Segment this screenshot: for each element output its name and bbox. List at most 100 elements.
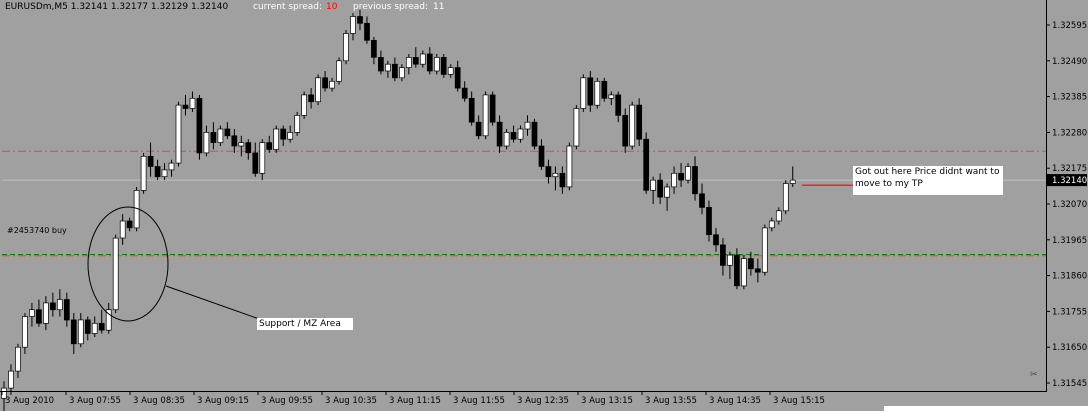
bear-candle: [182, 104, 189, 109]
time-tick-label: 3 Aug 11:15: [389, 396, 441, 406]
price-tick-label: 1.32070: [1052, 200, 1087, 210]
bull-candle: [447, 67, 454, 75]
bull-candle: [524, 121, 531, 130]
bull-candle: [140, 155, 147, 191]
bull-candle: [29, 309, 35, 317]
previous-spread-value: 11: [433, 2, 445, 12]
bear-candle: [510, 132, 517, 140]
bull-candle: [650, 179, 656, 191]
price-tick-label: 1.31860: [1052, 272, 1087, 282]
bear-candle: [615, 94, 622, 116]
bull-candle: [573, 108, 580, 147]
bear-candle: [475, 121, 482, 137]
bear-candle: [692, 166, 698, 195]
bull-candle: [685, 166, 691, 181]
time-tick-label: 3 Aug 09:15: [197, 396, 249, 406]
autoscroll-icon[interactable]: ✂: [1030, 370, 1038, 380]
price-tick-label: 1.32490: [1052, 57, 1087, 67]
bear-candle: [50, 302, 56, 311]
bear-candle: [426, 53, 433, 72]
bull-candle: [433, 57, 440, 72]
bull-candle: [105, 309, 112, 331]
bull-candle: [119, 220, 126, 239]
bear-candle: [196, 97, 203, 154]
price-tick-label: 1.32595: [1052, 21, 1087, 31]
bull-candle: [189, 97, 196, 109]
bear-candle: [706, 207, 712, 236]
bull-candle: [294, 115, 301, 133]
bear-candle: [126, 220, 133, 229]
bottom-scrollbar[interactable]: [884, 406, 1088, 411]
bear-candle: [231, 135, 238, 147]
bull-candle: [789, 179, 796, 184]
bear-candle: [636, 104, 643, 140]
bear-candle: [538, 145, 545, 167]
bear-candle: [378, 57, 384, 72]
bull-candle: [482, 94, 489, 137]
order-label: #2453740 buy: [7, 226, 67, 235]
bear-candle: [496, 121, 503, 147]
bull-candle: [273, 128, 280, 150]
bear-candle: [678, 172, 684, 181]
bear-candle: [371, 39, 377, 58]
bull-candle: [594, 80, 601, 106]
time-tick-label: 3 Aug 10:35: [325, 396, 377, 406]
bull-candle: [552, 172, 559, 178]
bear-candle: [245, 142, 252, 154]
bull-candle: [671, 172, 677, 188]
bull-candle: [43, 302, 49, 324]
bull-candle: [301, 94, 307, 116]
bull-candle: [8, 370, 14, 389]
bear-candle: [266, 142, 273, 150]
current-price-badge: [1047, 174, 1087, 187]
bull-candle: [287, 132, 294, 140]
bear-candle: [461, 87, 468, 99]
bull-candle: [77, 319, 84, 345]
bull-candle: [315, 77, 321, 103]
support-callout: Support / MZ Area: [257, 318, 353, 330]
bull-candle: [761, 227, 768, 273]
bear-candle: [98, 322, 105, 331]
bear-candle: [720, 244, 726, 266]
current-spread-value: 10: [326, 2, 338, 12]
symbol-info: EURUSDm,M5 1.32141 1.32177 1.32129 1.321…: [5, 2, 229, 12]
bull-candle: [91, 322, 98, 334]
time-tick-label: 3 Aug 09:55: [261, 396, 313, 406]
bear-candle: [70, 319, 77, 345]
bear-candle: [489, 94, 496, 123]
bear-candle: [601, 80, 608, 99]
bull-candle: [399, 67, 405, 79]
bear-candle: [84, 319, 91, 334]
bull-candle: [775, 210, 782, 222]
bear-candle: [36, 309, 42, 324]
price-tick-label: 1.32175: [1052, 164, 1087, 174]
bear-candle: [754, 268, 761, 273]
bear-candle: [545, 166, 552, 178]
price-tick-label: 1.32385: [1052, 93, 1087, 103]
bull-candle: [419, 53, 426, 65]
bull-candle: [503, 132, 510, 147]
bull-candle: [782, 183, 789, 212]
bull-candle: [727, 254, 733, 266]
bear-candle: [531, 121, 538, 147]
bull-candle: [566, 145, 573, 188]
bear-candle: [210, 132, 217, 143]
time-tick-label: 3 Aug 11:55: [453, 396, 505, 406]
bear-candle: [734, 254, 740, 287]
bull-candle: [517, 128, 524, 140]
time-tick-label: 3 Aug 08:35: [133, 396, 185, 406]
bear-candle: [147, 155, 154, 167]
candles: [1, 9, 796, 411]
price-tick-label: 1.31650: [1052, 343, 1087, 353]
bull-candle: [580, 77, 587, 109]
bull-candle: [203, 132, 210, 154]
bull-candle: [168, 162, 175, 171]
bull-candle: [238, 142, 245, 147]
bull-candle: [608, 94, 615, 99]
bull-candle: [329, 80, 335, 89]
time-tick-label: 3 Aug 13:15: [581, 396, 633, 406]
bear-candle: [440, 57, 447, 75]
bull-candle: [350, 16, 356, 34]
